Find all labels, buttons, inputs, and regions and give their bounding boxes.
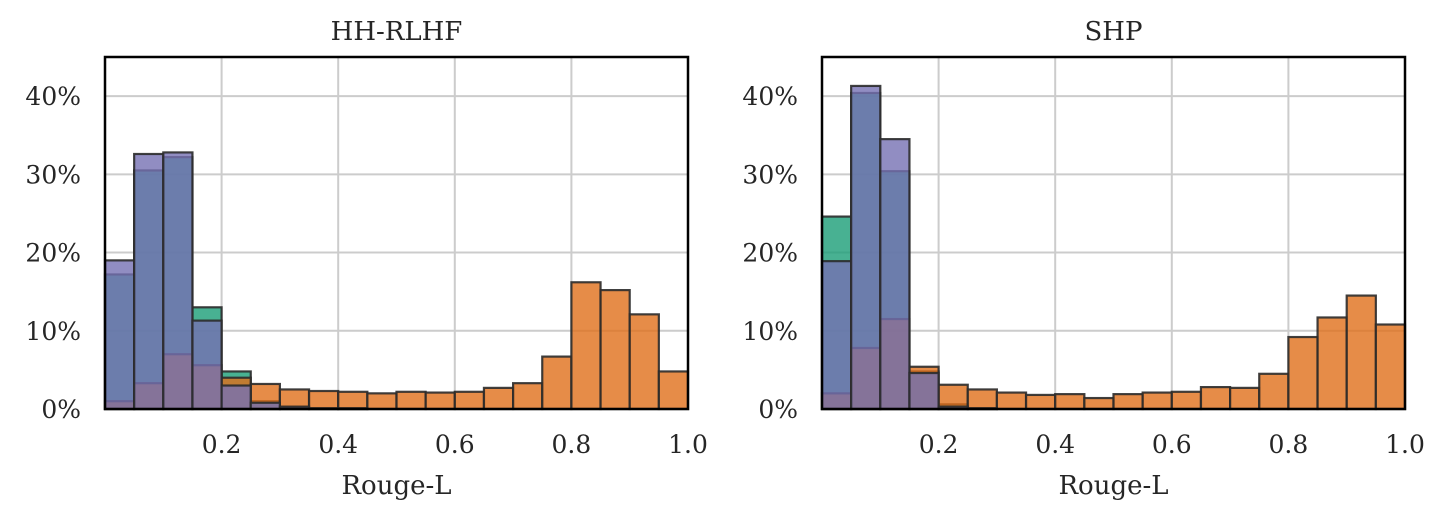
- histogram-bar: [908, 371, 940, 411]
- histogram-bar: [220, 384, 252, 411]
- y-tick-label: 0%: [41, 395, 81, 424]
- x-tick-label: 0.4: [318, 430, 358, 459]
- histogram-bar: [511, 382, 544, 411]
- x-tick-label: 0.4: [1035, 430, 1075, 459]
- histogram-bar: [103, 259, 136, 411]
- histogram-bar: [850, 84, 882, 411]
- histogram-bar: [162, 151, 194, 411]
- x-tick-label: 1.0: [668, 430, 708, 459]
- histogram-bar: [337, 390, 369, 411]
- y-tick-label: 40%: [742, 82, 798, 111]
- histogram-bar: [1345, 294, 1377, 411]
- y-tick-label: 10%: [742, 317, 798, 346]
- y-tick-label: 20%: [25, 239, 81, 268]
- x-axis-label: Rouge-L: [1058, 471, 1168, 501]
- histogram-bar: [1141, 391, 1173, 411]
- histogram-bar: [966, 388, 998, 411]
- x-tick-labels: 0.2 0.4 0.6 0.8 1.0: [202, 430, 708, 459]
- histogram-bar: [1316, 316, 1348, 411]
- histogram-bar: [570, 281, 602, 411]
- y-tick-label: 30%: [742, 160, 798, 189]
- histogram-bar: [657, 370, 690, 411]
- histogram-bar: [1083, 396, 1115, 411]
- histogram-bar: [307, 389, 340, 411]
- y-tick-label: 0%: [758, 395, 798, 424]
- y-tick-label: 20%: [742, 239, 798, 268]
- x-tick-label: 0.6: [435, 430, 475, 459]
- histogram-bar: [995, 391, 1028, 411]
- histogram-bars: [103, 151, 690, 411]
- histogram-bar: [1258, 372, 1290, 411]
- y-tick-labels: 0% 10% 20% 30% 40%: [25, 82, 81, 424]
- histogram-bar: [1228, 386, 1261, 411]
- x-tick-label: 0.2: [919, 430, 959, 459]
- histogram-bar: [482, 386, 515, 411]
- plot-frame: [103, 55, 690, 411]
- histogram-bar: [1112, 393, 1144, 411]
- panel-title: SHP: [1085, 17, 1143, 47]
- histogram-bar: [599, 289, 631, 411]
- y-tick-label: 30%: [25, 160, 81, 189]
- x-axis-label: Rouge-L: [341, 471, 451, 501]
- x-tick-label: 0.8: [552, 430, 592, 459]
- histogram-bar: [1287, 335, 1319, 411]
- panel-hh-rlhf: HH-RLHF Rouge-L 0% 10% 20% 30% 40% 0.2 0.4 0.6…: [25, 17, 707, 501]
- plot-frame: [820, 55, 1407, 411]
- panel-shp: SHP Rouge-L 0% 10% 20% 30% 40% 0.2 0.4 0.6 0.8 1…: [742, 17, 1424, 501]
- panel-title: HH-RLHF: [331, 17, 463, 47]
- histogram-bar: [820, 260, 853, 411]
- histogram-bar: [1170, 390, 1203, 411]
- histogram-bar: [1054, 393, 1086, 411]
- histogram-bar: [1199, 385, 1232, 411]
- histogram-bar: [1024, 393, 1057, 411]
- histogram-bars: [820, 84, 1407, 411]
- histogram-bar: [879, 138, 911, 411]
- x-tick-label: 0.6: [1152, 430, 1192, 459]
- histogram-bar: [628, 313, 660, 411]
- histogram-bar: [937, 383, 969, 411]
- y-tick-labels: 0% 10% 20% 30% 40%: [742, 82, 798, 424]
- histogram-bar: [191, 319, 223, 411]
- x-tick-label: 1.0: [1385, 430, 1425, 459]
- x-tick-labels: 0.2 0.4 0.6 0.8 1.0: [919, 430, 1425, 459]
- y-tick-label: 40%: [25, 82, 81, 111]
- histogram-bar: [366, 392, 398, 411]
- histogram-bar: [1374, 323, 1407, 411]
- histogram-bar: [424, 391, 456, 411]
- histogram-bar: [453, 390, 486, 411]
- x-tick-label: 0.8: [1269, 430, 1309, 459]
- histogram-bar: [541, 355, 573, 411]
- y-tick-label: 10%: [25, 317, 81, 346]
- x-tick-label: 0.2: [202, 430, 242, 459]
- histogram-bar: [133, 152, 165, 411]
- histogram-bar: [395, 390, 427, 411]
